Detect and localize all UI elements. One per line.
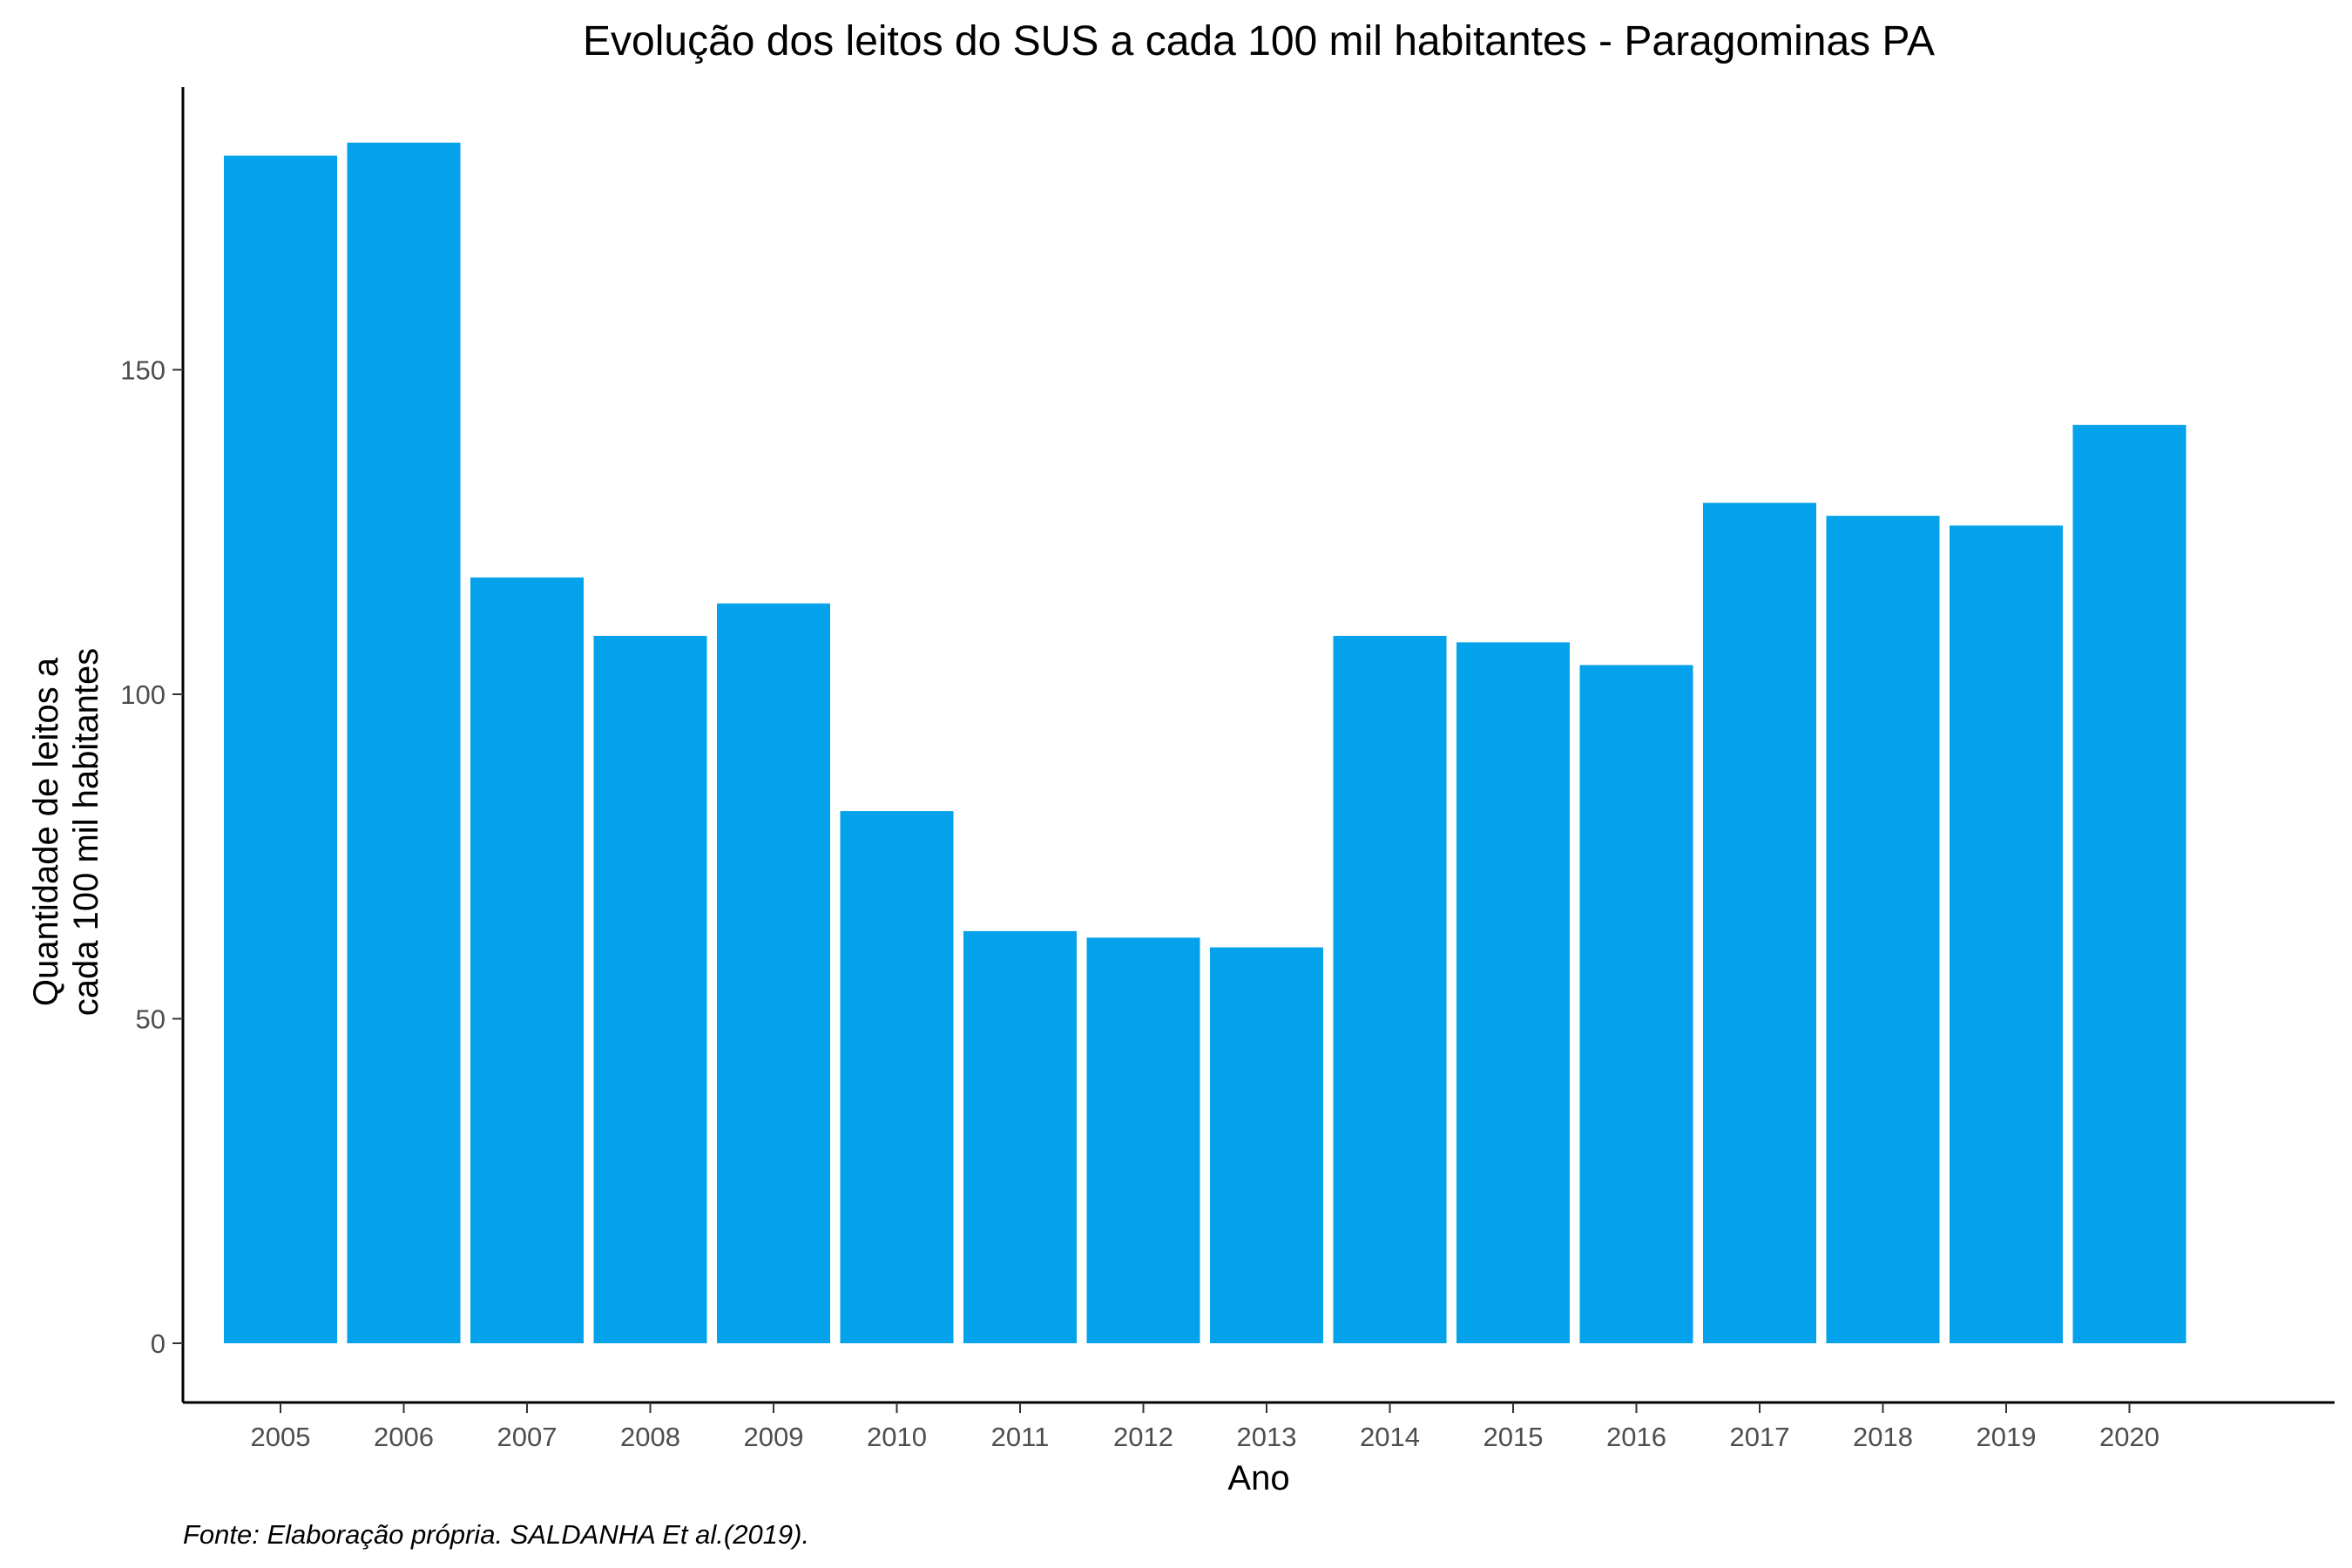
x-tick-label-2005: 2005 xyxy=(251,1422,311,1452)
bar-2007 xyxy=(470,577,584,1343)
x-tick-label-2011: 2011 xyxy=(991,1422,1050,1452)
x-tick-label-2013: 2013 xyxy=(1237,1422,1297,1452)
x-tick-label-2007: 2007 xyxy=(497,1422,558,1452)
x-tick-label-2015: 2015 xyxy=(1484,1422,1544,1452)
x-tick-label-2012: 2012 xyxy=(1113,1422,1173,1452)
bars-group xyxy=(224,142,2186,1344)
y-tick-label-50: 50 xyxy=(136,1004,166,1035)
bar-2009 xyxy=(717,603,830,1343)
bar-2011 xyxy=(963,930,1077,1343)
bar-2014 xyxy=(1333,635,1447,1343)
x-axis-title: Ano xyxy=(1227,1459,1289,1497)
bar-2018 xyxy=(1826,516,1940,1343)
bar-2006 xyxy=(347,142,461,1343)
y-axis-title-group: Quantidade de leitos a cada 100 mil habi… xyxy=(27,648,105,1017)
x-tick-label-2020: 2020 xyxy=(2099,1422,2159,1452)
bar-2016 xyxy=(1579,665,1693,1343)
bar-2013 xyxy=(1210,947,1323,1343)
y-axis-title-line-2: cada 100 mil habitantes xyxy=(67,648,105,1017)
source-caption: Fonte: Elaboração própria. SALDANHA Et a… xyxy=(183,1519,809,1550)
y-axis-title-line-1: Quantidade de leitos a xyxy=(27,657,65,1006)
bar-2017 xyxy=(1703,503,1816,1343)
x-tick-label-2017: 2017 xyxy=(1730,1422,1790,1452)
y-tick-label-100: 100 xyxy=(120,679,166,710)
y-tick-label-150: 150 xyxy=(120,355,166,386)
x-tick-label-2008: 2008 xyxy=(620,1422,680,1452)
x-axis-ticks: 2005 2006 2007 2008 2009 2010 2011 2012 2013 2014… xyxy=(251,1402,2159,1452)
x-tick-label-2016: 2016 xyxy=(1606,1422,1666,1452)
x-tick-label-2018: 2018 xyxy=(1853,1422,1913,1452)
y-axis-ticks: 0 50 100 150 xyxy=(120,355,183,1359)
bar-2008 xyxy=(593,635,707,1343)
x-tick-label-2006: 2006 xyxy=(374,1422,434,1452)
bar-2020 xyxy=(2072,424,2186,1344)
x-tick-label-2009: 2009 xyxy=(744,1422,804,1452)
x-tick-label-2014: 2014 xyxy=(1360,1422,1420,1452)
x-tick-label-2019: 2019 xyxy=(1977,1422,2037,1452)
y-tick-label-0: 0 xyxy=(151,1328,166,1359)
bar-2019 xyxy=(1950,525,2063,1343)
chart-title: Evolução dos leitos do SUS a cada 100 mi… xyxy=(583,18,1935,64)
bar-2010 xyxy=(840,811,954,1343)
bar-2015 xyxy=(1456,642,1570,1343)
bar-2012 xyxy=(1086,937,1200,1343)
x-tick-label-2010: 2010 xyxy=(867,1422,927,1452)
bar-2005 xyxy=(224,155,337,1343)
